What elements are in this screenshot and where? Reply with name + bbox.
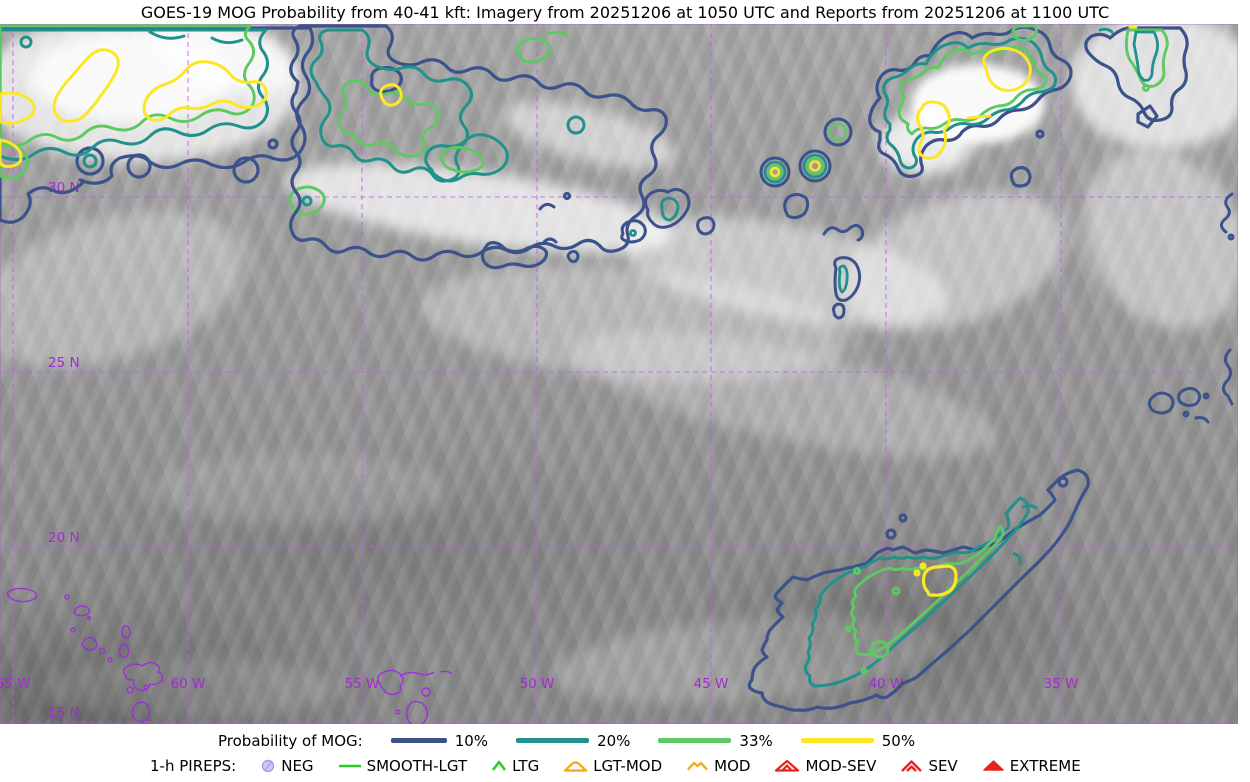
legend-item-label: 33% bbox=[739, 731, 773, 750]
ltg-caret-icon bbox=[491, 759, 507, 772]
lon-label: 50 W bbox=[520, 676, 555, 692]
mod-sev-triangle-caret-icon bbox=[774, 758, 800, 773]
dark-regions bbox=[0, 24, 1238, 724]
extreme-filled-triangle-icon bbox=[982, 759, 1005, 772]
legend-item-label: LTG bbox=[512, 756, 540, 775]
legend-item-10pct: 10% bbox=[390, 731, 489, 750]
lon-label: 65 W bbox=[0, 676, 30, 692]
legend-item-33pct: 33% bbox=[658, 731, 773, 750]
legend-item-smooth-lgt: SMOOTH-LGT bbox=[338, 756, 468, 775]
lat-label: 25 N bbox=[48, 355, 80, 371]
legend-item-label: SEV bbox=[928, 756, 958, 775]
legend-item-label: 50% bbox=[881, 731, 916, 750]
graticule bbox=[0, 24, 1238, 724]
legend-item-label: EXTREME bbox=[1009, 756, 1081, 775]
legend-item-ltg: LTG bbox=[491, 757, 539, 775]
legend-item-extreme: EXTREME bbox=[982, 757, 1081, 775]
legend-item-label: SMOOTH-LGT bbox=[366, 756, 468, 775]
contour-overlay bbox=[0, 24, 1235, 712]
legend-item-mod: MOD bbox=[686, 757, 750, 775]
legend-item-label: NEG bbox=[281, 756, 314, 775]
title-bar: GOES-19 MOG Probability from 40-41 kft: … bbox=[0, 0, 1250, 24]
cloud-blob bbox=[40, 659, 340, 719]
legend-item-label: 10% bbox=[454, 731, 489, 750]
lon-label: 55 W bbox=[345, 676, 380, 692]
neg-circle-slash-icon bbox=[260, 757, 276, 774]
pireps-legend-label: 1-h PIREPS: bbox=[150, 756, 237, 775]
lon-label: 60 W bbox=[171, 676, 206, 692]
contour-swatch-33 bbox=[658, 738, 732, 743]
satellite-imagery bbox=[0, 24, 1238, 724]
map-border bbox=[0, 24, 1238, 724]
smooth-lgt-line-icon bbox=[338, 760, 362, 772]
legend-item-label: MOD bbox=[714, 756, 751, 775]
legend-item-label: MOD-SEV bbox=[805, 756, 877, 775]
grid-labels: 30 N 25 N 20 N 15 N 65 W 60 W 55 W 50 W … bbox=[0, 180, 1078, 721]
cloud-blob bbox=[878, 112, 973, 174]
legend-item-label: 20% bbox=[597, 731, 631, 750]
lon-label: 35 W bbox=[1044, 676, 1079, 692]
legend-item-50pct: 50% bbox=[800, 731, 916, 750]
legend-item-mod-sev: MOD-SEV bbox=[774, 757, 876, 775]
mog-legend-label: Probability of MOG: bbox=[218, 731, 363, 750]
lgt-mod-triangle-icon bbox=[563, 759, 588, 773]
contour-swatch-50 bbox=[800, 738, 874, 743]
coastline-overlay bbox=[6, 587, 453, 724]
legend-panel: Probability of MOG: 10% 20% 33% 50% 1-h … bbox=[0, 724, 1250, 782]
legend-item-neg: NEG bbox=[260, 756, 314, 775]
lat-label: 20 N bbox=[48, 530, 80, 546]
map-area: 30 N 25 N 20 N 15 N 65 W 60 W 55 W 50 W … bbox=[0, 24, 1250, 724]
sev-double-caret-wrap: SEV bbox=[900, 756, 958, 775]
legend-item-20pct: 20% bbox=[516, 732, 630, 750]
sev-double-caret-icon bbox=[900, 759, 923, 773]
lon-label: 40 W bbox=[869, 676, 904, 692]
mod-caret-icon bbox=[686, 759, 709, 772]
page-title: GOES-19 MOG Probability from 40-41 kft: … bbox=[140, 2, 1110, 22]
contour-swatch-10 bbox=[390, 738, 447, 743]
map-overlay: 30 N 25 N 20 N 15 N 65 W 60 W 55 W 50 W … bbox=[0, 24, 1238, 724]
legend-item-lgt-mod: LGT-MOD bbox=[563, 757, 662, 775]
legend-item-label: LGT-MOD bbox=[593, 756, 663, 775]
mog-legend-row: Probability of MOG: 10% 20% 33% 50% bbox=[0, 729, 1250, 752]
contour-swatch-20 bbox=[516, 738, 590, 743]
cloud-blob bbox=[150, 454, 450, 524]
lat-label: 15 N bbox=[48, 705, 80, 721]
pireps-legend-row: 1-h PIREPS: NEG SMOOTH-LGT LTG bbox=[0, 754, 1250, 777]
lon-label: 45 W bbox=[694, 676, 729, 692]
